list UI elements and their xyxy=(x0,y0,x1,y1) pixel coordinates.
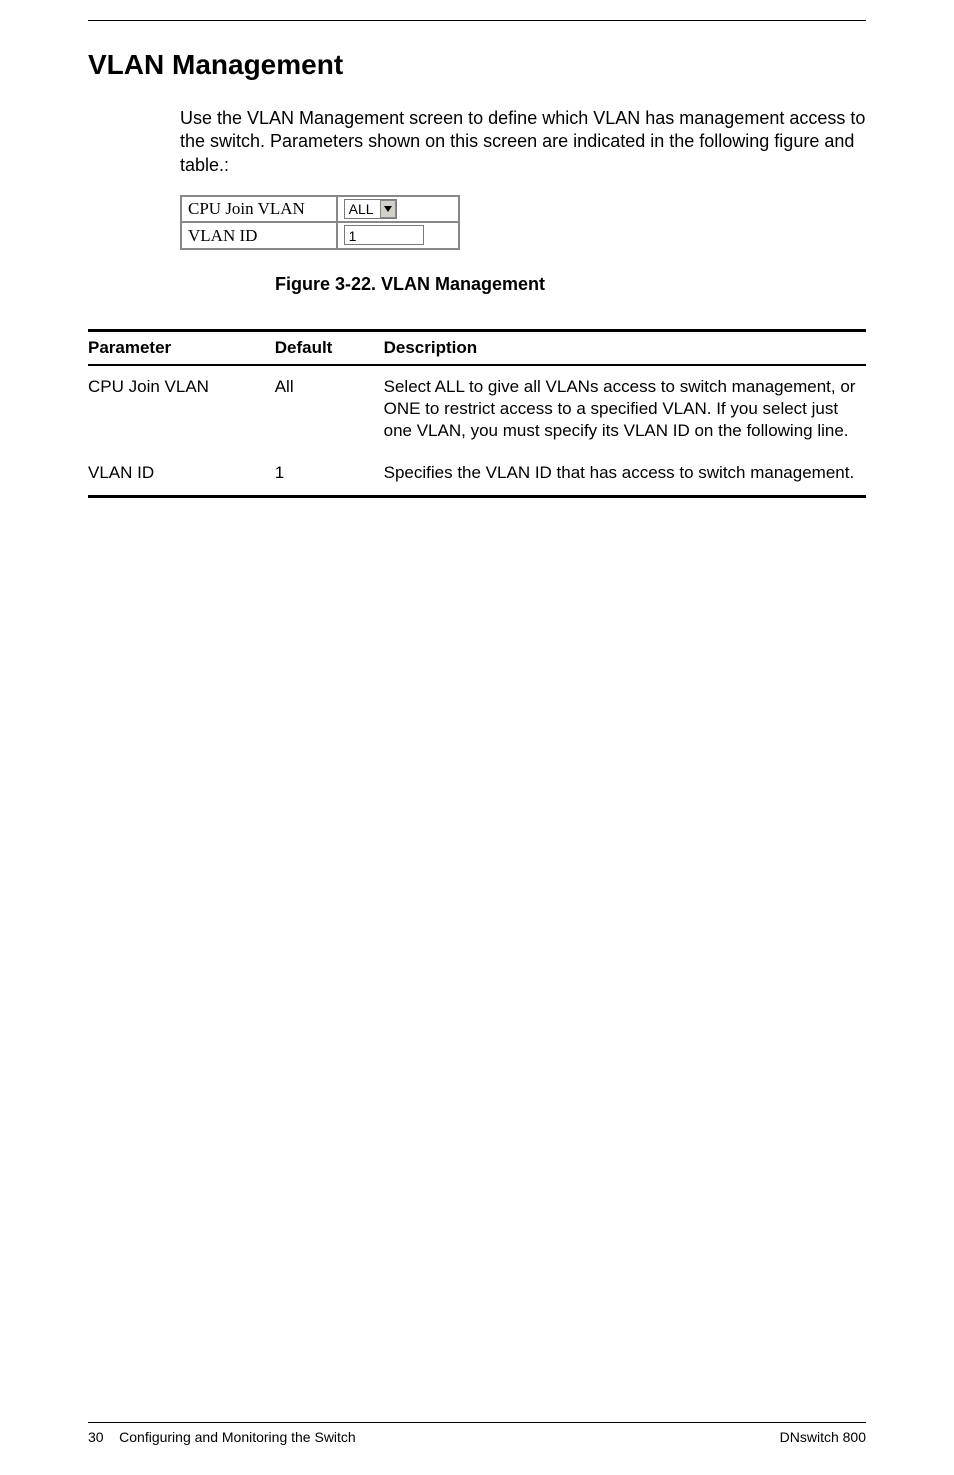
cell-description: Specifies the VLAN ID that has access to… xyxy=(384,452,866,494)
cpu-join-vlan-cell: ALL xyxy=(337,196,459,222)
section-title: VLAN Management xyxy=(88,49,866,81)
table-header-row: Parameter Default Description xyxy=(88,331,866,366)
cell-default: 1 xyxy=(275,452,384,494)
footer-page-number: 30 xyxy=(88,1429,104,1445)
table-row: VLAN ID 1 Specifies the VLAN ID that has… xyxy=(88,452,866,494)
vlan-id-cell: 1 xyxy=(337,222,459,249)
cpu-join-vlan-dropdown[interactable]: ALL xyxy=(344,199,397,219)
cell-parameter: CPU Join VLAN xyxy=(88,365,275,452)
page-footer: 30 Configuring and Monitoring the Switch… xyxy=(88,1422,866,1445)
cell-parameter: VLAN ID xyxy=(88,452,275,494)
cpu-join-vlan-label: CPU Join VLAN xyxy=(181,196,337,222)
chevron-down-icon[interactable] xyxy=(380,200,396,218)
vlan-mgmt-screenshot: CPU Join VLAN ALL VLAN ID 1 xyxy=(88,195,866,250)
table-row: CPU Join VLAN All Select ALL to give all… xyxy=(88,365,866,452)
section-body: Use the VLAN Management screen to define… xyxy=(88,107,866,177)
col-header-description: Description xyxy=(384,331,866,366)
vlan-mgmt-table: CPU Join VLAN ALL VLAN ID 1 xyxy=(180,195,460,250)
footer-left-text: Configuring and Monitoring the Switch xyxy=(119,1429,356,1445)
top-rule xyxy=(88,20,866,21)
col-header-default: Default xyxy=(275,331,384,366)
table-row: CPU Join VLAN ALL xyxy=(181,196,459,222)
footer-right: DNswitch 800 xyxy=(780,1429,866,1445)
col-header-parameter: Parameter xyxy=(88,331,275,366)
figure-caption: Figure 3-22. VLAN Management xyxy=(160,274,660,295)
page: VLAN Management Use the VLAN Management … xyxy=(0,0,954,1475)
footer-row: 30 Configuring and Monitoring the Switch… xyxy=(88,1429,866,1445)
cell-default: All xyxy=(275,365,384,452)
cpu-join-vlan-value: ALL xyxy=(349,201,374,217)
vlan-id-input[interactable]: 1 xyxy=(344,225,424,245)
footer-rule xyxy=(88,1422,866,1423)
parameter-table: Parameter Default Description CPU Join V… xyxy=(88,329,866,494)
vlan-id-label: VLAN ID xyxy=(181,222,337,249)
param-table-bottom-rule xyxy=(88,495,866,498)
table-row: VLAN ID 1 xyxy=(181,222,459,249)
footer-left: 30 Configuring and Monitoring the Switch xyxy=(88,1429,356,1445)
cell-description: Select ALL to give all VLANs access to s… xyxy=(384,365,866,452)
